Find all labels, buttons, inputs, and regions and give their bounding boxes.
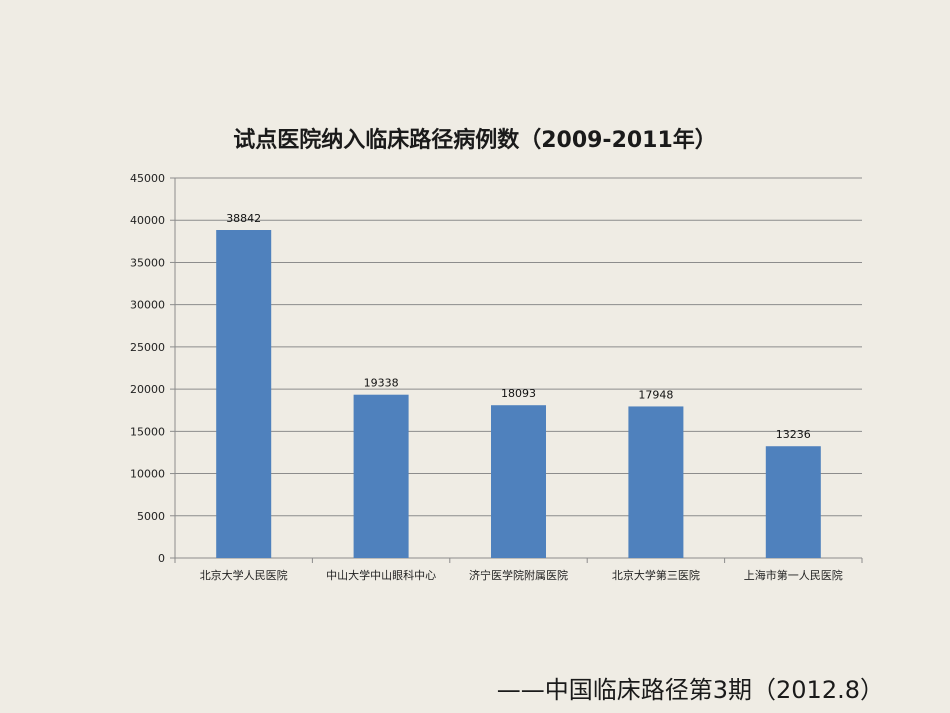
x-category-label: 中山大学中山眼科中心 [326,568,436,582]
bar [765,446,821,558]
y-tick-label: 10000 [130,468,165,481]
y-tick-label: 30000 [130,299,165,312]
y-tick-label: 5000 [137,510,165,523]
y-tick-label: 35000 [130,256,165,269]
data-label: 18093 [501,387,536,400]
x-category-label: 北京大学第三医院 [612,568,700,582]
data-label: 38842 [226,212,261,225]
y-tick-label: 25000 [130,341,165,354]
bar [628,406,684,558]
data-label: 19338 [364,377,399,390]
y-tick-label: 40000 [130,214,165,227]
source-citation: ——中国临床路径第3期（2012.8） [496,676,884,704]
x-category-label: 北京大学人民医院 [200,568,288,582]
x-category-label: 济宁医学院附属医院 [469,568,568,582]
y-tick-label: 15000 [130,425,165,438]
y-tick-label: 45000 [130,172,165,185]
bar [216,230,272,558]
data-label: 13236 [776,428,811,441]
bar [353,394,409,558]
x-category-label: 上海市第一人民医院 [744,568,843,582]
chart-title: 试点医院纳入临床路径病例数（2009-2011年） [233,128,717,153]
bar [491,405,546,558]
y-tick-label: 20000 [130,383,165,396]
data-label: 17948 [638,388,673,401]
y-tick-label: 0 [158,552,165,565]
